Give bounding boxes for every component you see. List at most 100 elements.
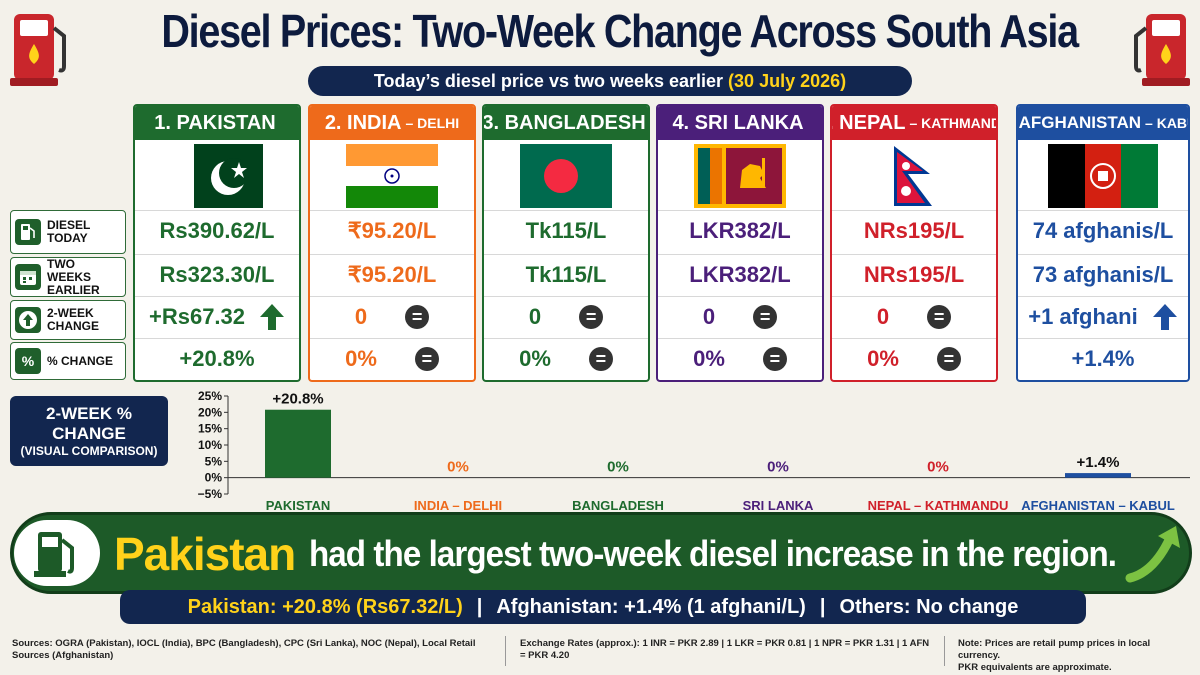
equals-icon: = bbox=[927, 304, 952, 329]
diesel-today-value: 74 afghanis/L bbox=[1018, 210, 1188, 250]
x-category-label: PAKISTAN bbox=[266, 498, 331, 513]
bar-data-label: 0% bbox=[447, 459, 469, 476]
equals-icon: = bbox=[579, 304, 604, 329]
card-header: 3. BANGLADESH bbox=[484, 106, 648, 140]
conclusion-banner bbox=[10, 512, 1192, 594]
two-weeks-earlier-value: NRs195/L bbox=[832, 254, 996, 294]
two-weeks-earlier-value: LKR382/L bbox=[658, 254, 822, 294]
percent-change-value: 0% bbox=[693, 345, 725, 371]
y-tick-label: −5% bbox=[198, 487, 223, 501]
change-value: 0 bbox=[876, 303, 890, 329]
country-card-bangladesh: 3. BANGLADESH Tk115/L Tk115/L 0 = 0% = bbox=[482, 104, 650, 382]
two-weeks-earlier-value: ₹95.20/L bbox=[310, 254, 474, 294]
two-weeks-earlier-value: Rs323.30/L bbox=[135, 254, 299, 294]
two-weeks-earlier-value: 73 afghanis/L bbox=[1018, 254, 1188, 294]
card-title: 2. INDIA bbox=[324, 111, 402, 134]
change-cell: +Rs67.32 bbox=[135, 296, 299, 336]
change-value: 0 bbox=[528, 303, 542, 329]
subtitle-date: (30 July 2026) bbox=[728, 70, 847, 91]
fuel-pump-icon bbox=[1134, 14, 1190, 86]
equals-icon: = bbox=[753, 304, 778, 329]
x-category-label: BANGLADESH bbox=[572, 498, 664, 513]
subtitle-bar: Today’s diesel price vs two weeks earlie… bbox=[308, 66, 912, 96]
x-category-label: SRI LANKA bbox=[743, 498, 814, 513]
row-label-text: % CHANGE bbox=[47, 353, 114, 368]
country-card-nepal: 5. NEPAL– KATHMANDU NRs195/L NRs195/L 0=… bbox=[830, 104, 998, 382]
change-cell: 0 = bbox=[484, 296, 648, 336]
chart-label-line1: 2-WEEK % CHANGE bbox=[46, 404, 132, 443]
country-card-pakistan: 1. PAKISTAN Rs390.62/L Rs323.30/L +Rs67.… bbox=[133, 104, 301, 382]
change-cell: 0 = bbox=[832, 296, 996, 336]
y-tick-label: 25% bbox=[198, 389, 222, 403]
percent-change-value: +1.4% bbox=[1018, 338, 1188, 378]
percent-icon: % bbox=[15, 348, 41, 374]
calendar-icon bbox=[15, 264, 41, 290]
bar-data-label: +20.8% bbox=[272, 391, 323, 408]
row-label-two-weeks-earlier: TWO WEEKS EARLIER bbox=[10, 257, 126, 297]
x-category-label: AFGHANISTAN – KABUL bbox=[1021, 498, 1175, 513]
up-arrow-icon bbox=[1152, 303, 1177, 330]
card-title: 5. NEPAL bbox=[832, 111, 906, 134]
conclusion-highlight: Pakistan bbox=[114, 528, 296, 580]
fuel-pump-icon bbox=[10, 14, 66, 86]
row-label-percent-change: % % CHANGE bbox=[10, 342, 126, 380]
percent-change-value: 0% bbox=[867, 345, 899, 371]
summary-separator: | bbox=[476, 595, 483, 618]
row-label-text: DIESEL TODAY bbox=[47, 218, 91, 245]
card-header: 5. NEPAL– KATHMANDU bbox=[832, 106, 996, 140]
bar bbox=[265, 409, 331, 478]
footer-divider bbox=[944, 636, 945, 666]
bar-data-label: +1.4% bbox=[1077, 454, 1120, 471]
equals-icon: = bbox=[414, 346, 439, 371]
percent-change-value: 0% bbox=[345, 345, 377, 371]
footer-note-line1: Note: Prices are retail pump prices in l… bbox=[958, 638, 1151, 661]
chart-label-line2: (VISUAL COMPARISON) bbox=[20, 444, 158, 458]
up-arrow-circle-icon bbox=[15, 307, 41, 333]
afghanistan-flag-icon bbox=[1048, 144, 1158, 208]
x-category-label: NEPAL – KATHMANDU bbox=[868, 498, 1009, 513]
fuel-pump-icon bbox=[14, 520, 100, 586]
footer-exchange-rates: Exchange Rates (approx.): 1 INR = PKR 2.… bbox=[520, 638, 930, 661]
card-subtitle: – KABUL bbox=[1145, 115, 1188, 131]
diesel-today-value: LKR382/L bbox=[658, 210, 822, 250]
bar bbox=[1065, 473, 1131, 478]
pakistan-flag-icon bbox=[171, 144, 263, 208]
change-value: 0 bbox=[702, 303, 716, 329]
chart-label: 2-WEEK % CHANGE (VISUAL COMPARISON) bbox=[10, 396, 168, 466]
change-cell: 0 = bbox=[658, 296, 822, 336]
percent-change-value: 0% bbox=[519, 345, 551, 371]
footer-divider bbox=[505, 636, 506, 666]
fuel-pump-icon bbox=[15, 219, 41, 245]
summary-bar: Pakistan: +20.8% (Rs67.32/L) | Afghanist… bbox=[120, 590, 1086, 624]
country-card-afghanistan: 6. AFGHANISTAN– KABUL 74 afghanis/L 73 a… bbox=[1016, 104, 1190, 382]
diesel-today-value: Rs390.62/L bbox=[135, 210, 299, 250]
equals-icon: = bbox=[936, 346, 961, 371]
footer-note-line2: PKR equivalents are approximate. bbox=[958, 662, 1112, 673]
percent-change-bar-chart: −5% 0% 5% 10% 15% 20% 25% +20.8% PAKISTAN 0% INDIA… bbox=[198, 389, 1190, 513]
footer-sources: Sources: OGRA (Pakistan), IOCL (India), … bbox=[12, 638, 476, 661]
change-value: +Rs67.32 bbox=[148, 303, 246, 329]
equals-icon: = bbox=[762, 346, 787, 371]
summary-others: Others: No change bbox=[839, 595, 1019, 618]
row-label-2-week-change: 2-WEEK CHANGE bbox=[10, 300, 126, 340]
card-header: 2. INDIA – DELHI bbox=[310, 106, 474, 140]
change-value: 0 bbox=[354, 303, 368, 329]
page-title: Diesel Prices: Two-Week Change Across So… bbox=[161, 5, 1079, 57]
card-subtitle: – DELHI bbox=[405, 115, 460, 131]
card-title: 3. BANGLADESH bbox=[482, 111, 646, 134]
card-title: 4. SRI LANKA bbox=[672, 111, 804, 134]
change-cell: 0 = bbox=[310, 296, 474, 336]
card-title: 1. PAKISTAN bbox=[154, 111, 276, 134]
x-category-label: INDIA – DELHI bbox=[414, 498, 502, 513]
card-header: 4. SRI LANKA bbox=[658, 106, 822, 140]
trend-up-arrow-icon bbox=[1125, 526, 1180, 583]
footer-note: Note: Prices are retail pump prices in l… bbox=[958, 638, 1194, 674]
change-value: +1 afghani bbox=[1028, 303, 1138, 329]
diesel-today-value: Tk115/L bbox=[484, 210, 648, 250]
bangladesh-flag-icon bbox=[520, 144, 612, 208]
percent-change-cell: 0% = bbox=[484, 338, 648, 378]
equals-icon: = bbox=[588, 346, 613, 371]
y-tick-label: 5% bbox=[205, 454, 223, 468]
card-subtitle: – KATHMANDU bbox=[909, 115, 996, 131]
country-card-india: 2. INDIA – DELHI ₹95.20/L ₹95.20/L 0 = 0% = bbox=[308, 104, 476, 382]
